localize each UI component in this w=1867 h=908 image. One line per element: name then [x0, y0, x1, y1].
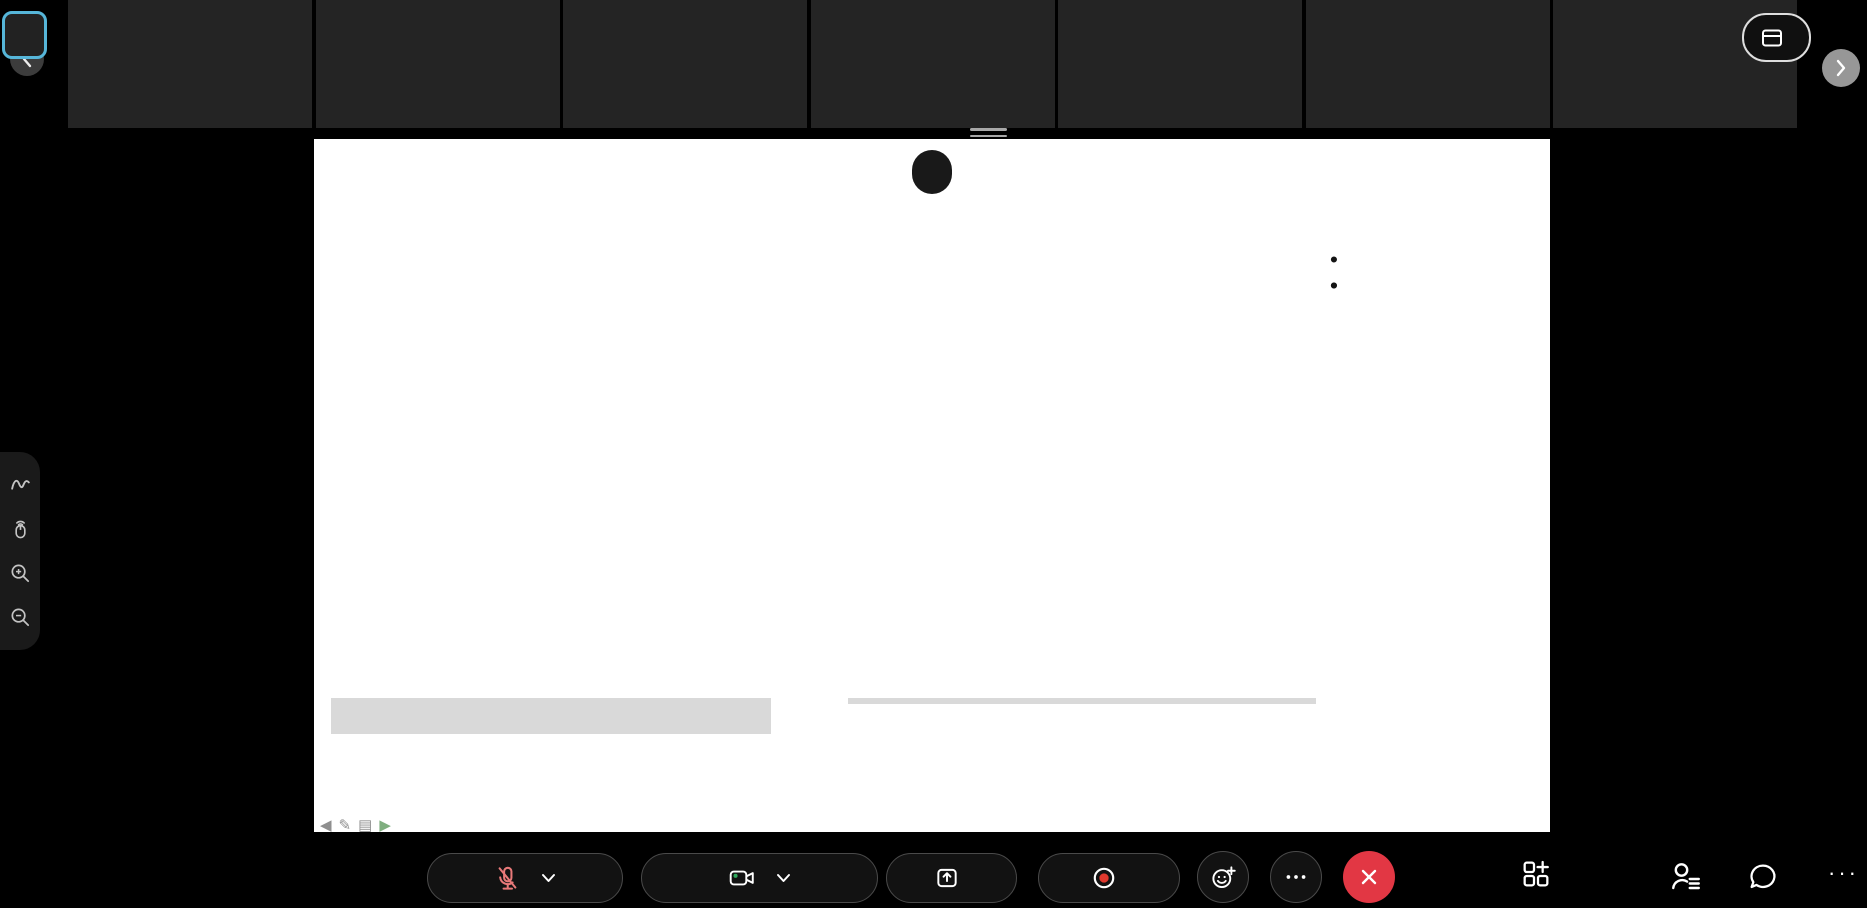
ellipsis-icon — [1286, 875, 1306, 879]
close-x-icon — [1361, 869, 1377, 885]
leave-meeting-button[interactable] — [1343, 851, 1395, 903]
slide-nav-controls: ◀ ✎ ▤ ▶ — [320, 816, 391, 834]
notes-icon[interactable]: ▤ — [358, 817, 373, 834]
participants-notification-dot — [1701, 847, 1717, 863]
participant-tile[interactable] — [811, 0, 1055, 128]
emoji-plus-icon — [1211, 865, 1236, 888]
chat-bubble-icon — [1750, 864, 1776, 889]
participant-tile[interactable] — [316, 0, 560, 128]
pencil-icon[interactable]: ✎ — [338, 817, 352, 834]
participants-icon — [1672, 863, 1700, 890]
wind-map-chart — [330, 212, 815, 687]
speaking-banner — [2, 11, 47, 59]
annotation-toolbar — [0, 452, 40, 650]
apps-button[interactable] — [1520, 858, 1562, 890]
share-resize-handle[interactable] — [970, 128, 1007, 141]
chat-button[interactable] — [1746, 860, 1780, 894]
aod-line-chart — [845, 212, 1315, 467]
toolbar-more-icon[interactable]: ··· — [1828, 860, 1859, 885]
camera-icon — [729, 870, 754, 886]
participants-button[interactable] — [1668, 858, 1704, 894]
chevron-down-icon[interactable] — [776, 873, 791, 883]
share-button[interactable] — [886, 853, 1017, 903]
apps-grid-icon — [1523, 860, 1549, 887]
aod-caption — [848, 698, 1316, 704]
reactions-button[interactable] — [1197, 851, 1249, 903]
layout-button[interactable] — [1742, 13, 1811, 62]
wind-map-caption — [331, 698, 771, 734]
chevron-down-icon[interactable] — [541, 873, 556, 883]
aod-map-chart — [855, 470, 1330, 682]
slide-title — [314, 150, 1550, 194]
annotate-icon[interactable] — [9, 473, 32, 496]
record-icon — [1093, 867, 1115, 889]
zoom-out-icon[interactable] — [9, 606, 32, 629]
record-button[interactable] — [1038, 853, 1180, 903]
participant-tile[interactable] — [563, 0, 807, 128]
next-slide-icon[interactable]: ▶ — [379, 817, 391, 834]
slide-bullets — [1330, 246, 1538, 300]
layout-grid-icon — [1762, 29, 1782, 46]
prev-slide-icon[interactable]: ◀ — [320, 817, 332, 834]
participant-tile[interactable] — [68, 0, 312, 128]
viewing-tooltip — [912, 150, 952, 194]
next-page-button[interactable] — [1822, 49, 1860, 87]
remote-control-icon[interactable] — [9, 517, 32, 540]
mic-muted-icon — [498, 866, 517, 890]
unmute-button[interactable] — [427, 853, 623, 903]
stop-video-button[interactable] — [641, 853, 878, 903]
share-icon — [936, 868, 957, 888]
zoom-in-icon[interactable] — [9, 562, 32, 585]
participant-tile[interactable] — [1058, 0, 1302, 128]
participant-tile[interactable] — [1306, 0, 1550, 128]
more-options-button[interactable] — [1270, 851, 1322, 903]
chevron-right-icon — [1836, 59, 1846, 77]
